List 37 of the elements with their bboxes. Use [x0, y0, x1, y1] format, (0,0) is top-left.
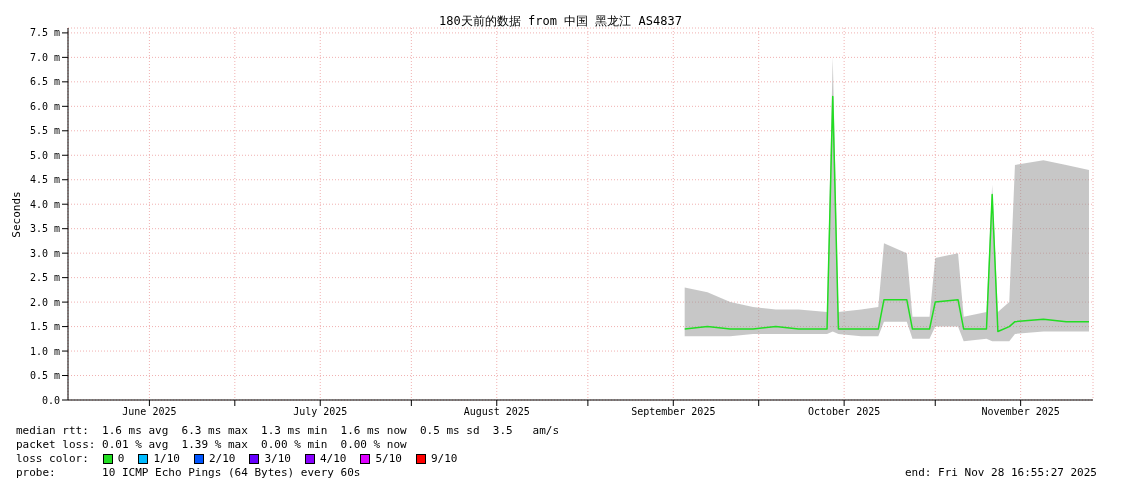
- text: end: Fri Nov 28 16:55:27 2025: [904, 466, 1097, 480]
- legend-label: 3/10: [264, 452, 291, 466]
- y-tick-label: 6.0 m: [29, 100, 60, 112]
- y-tick-label: 1.5 m: [29, 321, 60, 333]
- y-tick-label: 7.5 m: [29, 27, 60, 39]
- y-tick-label: 2.0 m: [29, 296, 60, 308]
- x-tick-label: July 2025: [293, 406, 348, 418]
- y-tick-label: 3.5 m: [29, 223, 60, 235]
- text: median rtt: 1.6 ms avg 6.3 ms max 1.3 ms min 1.6 ms now 0.5 ms sd 3.5 am/s: [16, 424, 561, 438]
- text: packet loss: 0.01 % avg 1.39 % max 0.00 % min 0.00 % now: [16, 438, 408, 452]
- y-tick-label: 6.5 m: [29, 76, 60, 88]
- legend-label: 4/10: [319, 452, 347, 466]
- y-tick-label: 3.0 m: [29, 247, 60, 259]
- legend-label: 2/10: [208, 452, 236, 466]
- y-tick-label: 0.0: [41, 394, 60, 406]
- x-tick-label: September 2025: [631, 406, 716, 418]
- y-axis-title: Seconds: [9, 190, 23, 240]
- line-series: [683, 95, 1090, 333]
- y-tick-label: 1.0 m: [29, 345, 60, 357]
- legend-title: loss color:: [16, 452, 89, 466]
- y-tick-label: 7.0 m: [29, 51, 60, 63]
- y-tick-label: 4.5 m: [29, 174, 60, 186]
- x-tick-label: October 2025: [808, 406, 881, 418]
- y-tick-label: 0.5 m: [29, 370, 60, 382]
- chart-title: 180天前的数据 from 中国 黑龙江 AS4837: [439, 14, 682, 28]
- y-tick-label: 5.0 m: [29, 149, 60, 161]
- x-tick-label: November 2025: [981, 406, 1060, 418]
- x-tick-label: August 2025: [463, 406, 530, 418]
- y-tick-label: 2.5 m: [29, 272, 60, 284]
- legend-label: 0: [117, 452, 125, 466]
- legend-label: 5/10: [375, 452, 402, 466]
- y-tick-label: 5.5 m: [29, 125, 60, 137]
- text: probe: 10 ICMP Echo Pings (64 Bytes) every 60s: [16, 466, 361, 480]
- x-tick-label: June 2025: [122, 406, 177, 418]
- y-tick-label: 4.0 m: [29, 198, 60, 210]
- legend-label: 9/10: [430, 452, 458, 466]
- legend-label: 1/10: [153, 452, 180, 466]
